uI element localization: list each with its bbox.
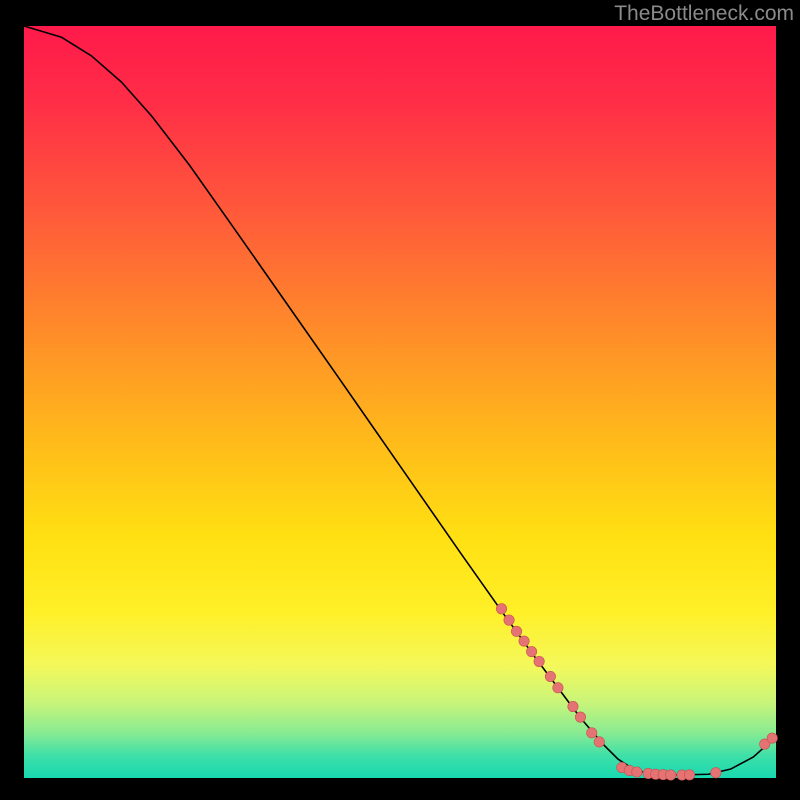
marker-dot — [545, 671, 555, 681]
marker-dot — [632, 767, 642, 777]
marker-dot — [587, 728, 597, 738]
marker-dot — [526, 646, 536, 656]
marker-dot — [511, 626, 521, 636]
plot-background — [24, 26, 776, 778]
marker-dot — [575, 712, 585, 722]
marker-dot — [711, 768, 721, 778]
marker-dot — [504, 615, 514, 625]
marker-dot — [519, 636, 529, 646]
watermark-text: TheBottleneck.com — [614, 2, 794, 26]
marker-dot — [594, 737, 604, 747]
marker-dot — [666, 770, 676, 780]
marker-dot — [496, 604, 506, 614]
chart-container: TheBottleneck.com — [0, 0, 800, 800]
marker-dot — [767, 733, 777, 743]
marker-dot — [568, 701, 578, 711]
marker-dot — [684, 770, 694, 780]
bottleneck-chart — [0, 0, 800, 800]
marker-dot — [553, 683, 563, 693]
marker-dot — [534, 656, 544, 666]
